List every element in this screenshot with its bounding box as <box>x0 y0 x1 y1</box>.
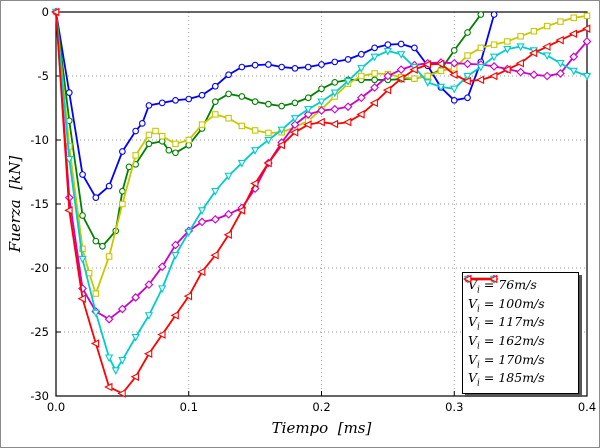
legend-label: Vi = 117m/s <box>468 314 545 333</box>
legend: Vi = 76m/s Vi = 100m/s Vi = 117m/s Vi = 162… <box>462 272 579 394</box>
legend-marker <box>463 274 498 284</box>
x-tick-label: 0.1 <box>180 400 198 414</box>
series-117ms <box>52 8 591 297</box>
legend-item-162ms: Vi = 162m/s <box>463 274 573 352</box>
legend-label: Vi = 185m/s <box>468 370 545 389</box>
series-markers <box>50 7 591 398</box>
x-tick-label: 0.0 <box>47 400 65 414</box>
x-tick-label: 0.4 <box>578 400 596 414</box>
y-tick-label: -15 <box>30 197 49 211</box>
y-axis-label: Fuerza [kN] <box>6 155 24 253</box>
series-markers <box>51 8 592 375</box>
legend-label: Vi = 100m/s <box>468 295 545 315</box>
x-axis-label: Tiempo [ms] <box>271 419 372 437</box>
y-tick-label: 0 <box>42 5 49 19</box>
series-185ms <box>50 7 591 398</box>
x-tick-label: 0.3 <box>445 400 463 414</box>
series-100ms <box>52 8 485 250</box>
legend-item-170ms: Vi = 170m/s <box>463 275 573 371</box>
series-markers <box>52 8 591 297</box>
y-tick-label: -30 <box>30 389 49 403</box>
legend-label: Vi = 162m/s <box>468 333 545 352</box>
legend-label: Vi = 170m/s <box>468 351 545 371</box>
y-tick-label: -20 <box>30 261 49 275</box>
y-tick-label: -10 <box>30 133 49 147</box>
legend-item-100ms: Vi = 100m/s <box>464 275 573 315</box>
y-tick-label: -25 <box>30 325 49 339</box>
legend-item-185ms: Vi = 185m/s <box>463 274 573 389</box>
x-tick-label: 0.2 <box>312 400 330 414</box>
series-markers <box>52 8 485 250</box>
y-tick-label: -5 <box>38 69 49 83</box>
series-170ms <box>51 8 592 375</box>
tick-labels: 0.0 0.1 0.2 0.3 0.4 0 -5 -10 -15 -20 -25 -30 <box>30 5 596 414</box>
legend-item-117ms: Vi = 117m/s <box>464 275 573 333</box>
